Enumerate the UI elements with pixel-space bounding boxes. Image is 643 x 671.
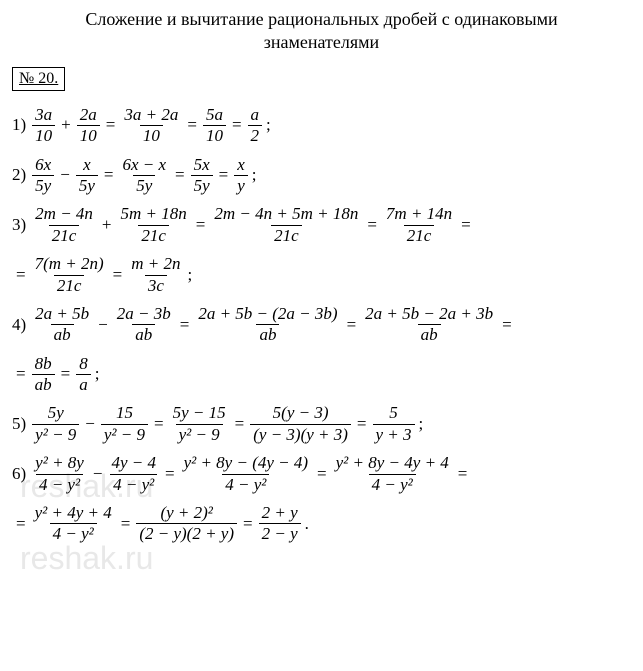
fraction: 5a10 [203, 105, 226, 147]
equation-1: 1) 3a10 + 2a10 = 3a + 2a10 = 5a10 = a2 ; [12, 105, 631, 147]
semicolon: ; [266, 115, 271, 135]
equals: = [232, 115, 242, 135]
equation-4-cont: = 8bab = 8a ; [12, 354, 631, 396]
fraction: 3a10 [32, 105, 55, 147]
page-title: Сложение и вычитание рациональных дробей… [12, 8, 631, 55]
problem-number: № 20. [12, 67, 65, 91]
title-line2: знаменателями [264, 32, 379, 52]
title-line1: Сложение и вычитание рациональных дробей… [85, 9, 557, 29]
equals: = [106, 115, 116, 135]
fraction: 3a + 2a10 [121, 105, 181, 147]
equation-5: 5) 5yy² − 9 − 15y² − 9 = 5y − 15y² − 9 =… [12, 403, 631, 445]
equation-4: 4) 2a + 5bab − 2a − 3bab = 2a + 5b − (2a… [12, 304, 631, 346]
item-label: 1) [12, 115, 26, 135]
equals: = [187, 115, 197, 135]
watermark: reshak.ru [20, 540, 153, 577]
fraction: 2a10 [77, 105, 100, 147]
item-label: 2) [12, 165, 26, 185]
equation-6-cont: = y² + 4y + 44 − y² = (y + 2)²(2 − y)(2 … [12, 503, 631, 545]
equation-2: 2) 6x5y − x5y = 6x − x5y = 5x5y = xy ; [12, 155, 631, 197]
equation-3-cont: = 7(m + 2n)21c = m + 2n3c ; [12, 254, 631, 296]
operator: + [61, 115, 71, 135]
fraction: a2 [248, 105, 263, 147]
equation-3: 3) 2m − 4n21c + 5m + 18n21c = 2m − 4n + … [12, 204, 631, 246]
equation-6: 6) y² + 8y4 − y² − 4y − 44 − y² = y² + 8… [12, 453, 631, 495]
